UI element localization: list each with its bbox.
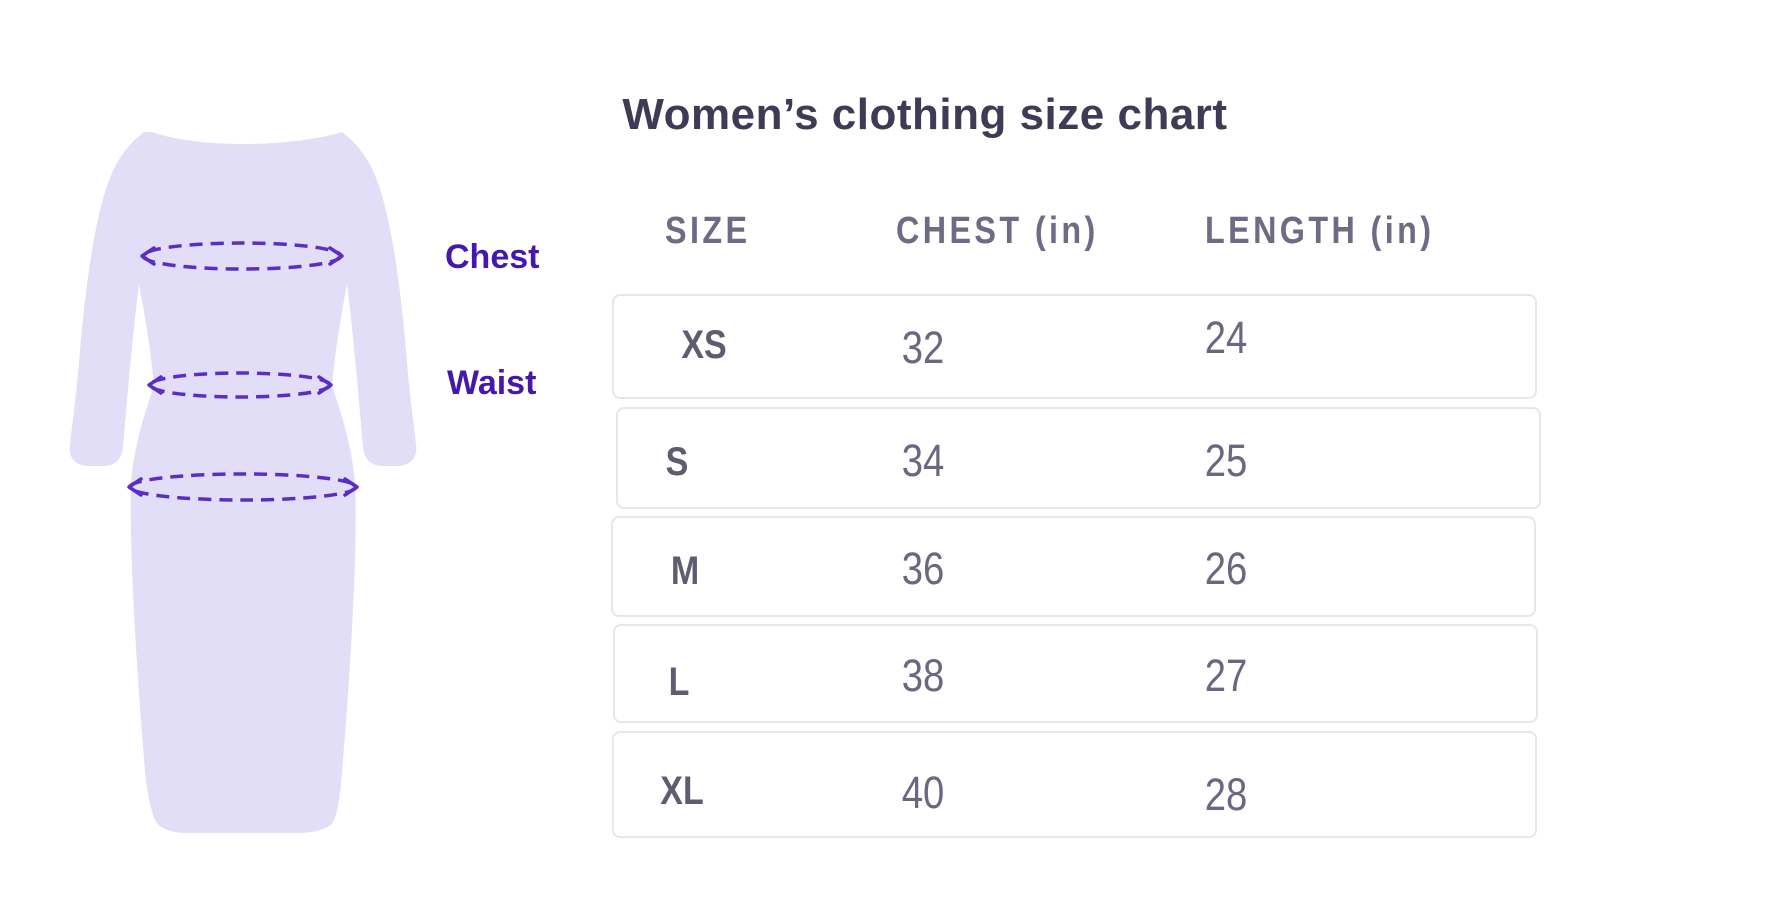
size-cell: XS: [681, 322, 727, 367]
column-header-length: LENGTH (in): [1205, 210, 1435, 252]
chest-measure-ring: [140, 241, 344, 271]
size-cell: S: [665, 440, 689, 484]
chest-label: Chest: [445, 238, 540, 276]
chest-cell: 36: [901, 542, 945, 594]
table-row: S 34 25: [616, 407, 1541, 509]
length-cell: 26: [1204, 542, 1248, 594]
size-cell: XL: [660, 768, 704, 813]
dress-illustration: [69, 132, 417, 833]
chest-cell: 38: [901, 649, 945, 701]
waist-measure-ring: [147, 371, 333, 399]
column-header-chest: CHEST (in): [896, 210, 1099, 252]
size-cell: L: [668, 659, 690, 704]
length-cell: 24: [1204, 311, 1248, 363]
length-cell: 25: [1204, 435, 1248, 486]
waist-label: Waist: [447, 364, 537, 402]
table-row: XS 32 24: [612, 294, 1537, 399]
table-row: L 38 27: [613, 624, 1538, 723]
chest-cell: 34: [901, 435, 945, 486]
hip-measure-ring: [127, 472, 359, 502]
chest-cell: 32: [901, 321, 945, 373]
size-cell: M: [670, 548, 700, 593]
table-row: M 36 26: [611, 516, 1536, 617]
chest-cell: 40: [901, 766, 945, 818]
page-title: Women’s clothing size chart: [622, 90, 1228, 139]
table-row: XL 40 28: [612, 731, 1537, 838]
length-cell: 28: [1204, 768, 1248, 820]
dress-silhouette: [69, 132, 417, 833]
column-header-size: SIZE: [665, 210, 751, 252]
length-cell: 27: [1204, 649, 1248, 701]
